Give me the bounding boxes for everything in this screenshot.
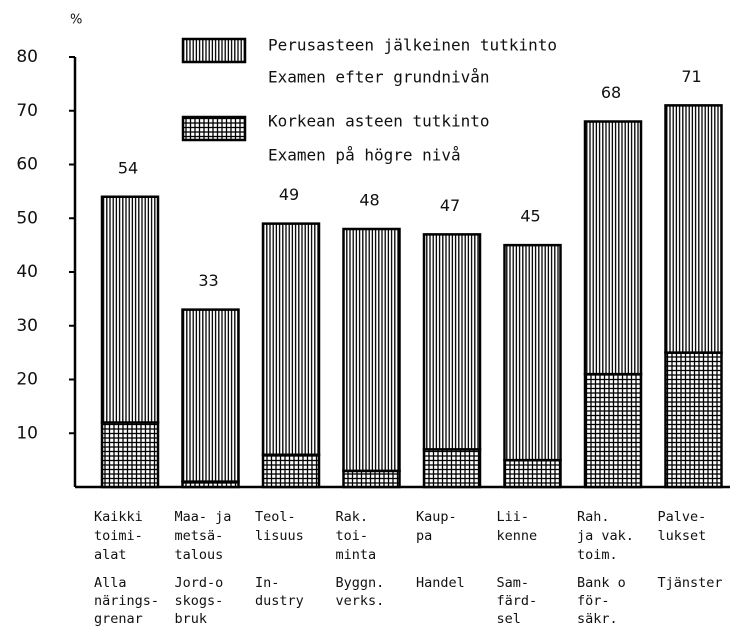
legend-swatch [181,37,247,64]
total-label: 48 [359,191,379,210]
x-tick-label: Maa- ja [175,509,232,525]
legend-label-sv: Examen på högre nivå [268,146,461,165]
x-tick-label: Kaup- [416,509,457,525]
total-label: 47 [440,196,460,215]
y-tick-label: 20 [16,370,38,390]
bar-segment [422,448,482,489]
y-tick-label: 70 [16,101,38,121]
bar-segment [261,222,321,456]
x-tick-label: Rak. [336,509,369,525]
bar-segment [583,372,643,489]
x-tick-label: talous [175,547,224,563]
x-tick-label-sv: Byggn. [336,575,385,591]
y-tick-label: 60 [16,155,38,175]
bar-segment [342,469,401,489]
bar-segment [181,308,240,483]
bar-segment [342,227,401,473]
x-tick-label-sv: närings- [94,593,159,609]
legend-label: Perusasteen jälkeinen tutkinto [268,36,557,55]
x-tick-label: Lii- [497,509,530,525]
x-tick-label-sv: skogs- [175,593,224,609]
x-tick-label-sv: grenar [94,611,143,627]
bar-segment [664,351,723,489]
x-tick-label: ja vak. [577,528,634,544]
x-tick-label: toim. [577,547,618,563]
x-tick-label-sv: Alla [94,575,127,591]
x-tick-label-sv: bruk [175,611,208,627]
total-label: 33 [198,271,218,290]
x-tick-label-sv: Handel [416,575,465,591]
legend-label-sv: Examen efter grundnivån [268,68,490,87]
y-tick-label: 30 [16,316,38,336]
x-tick-label-sv: verks. [336,593,385,609]
y-tick-label: 50 [16,208,38,228]
x-tick-label: lukset [658,528,707,544]
x-tick-label: Kaikki [94,509,143,525]
legend-swatch [181,115,247,142]
total-label: 71 [681,67,701,86]
bar-segment [503,243,562,462]
x-tick-label: kenne [497,528,538,544]
x-tick-label: toimi- [94,528,143,544]
x-tick-label-sv: säkr. [577,611,618,627]
bar-segment [261,453,321,489]
legend-label: Korkean asteen tutkinto [268,112,490,131]
x-tick-label: alat [94,547,127,563]
bar-segment [583,120,643,376]
x-tick-label: lisuus [255,528,304,544]
x-tick-label: minta [336,547,377,563]
x-tick-label-sv: Jord-o [175,575,224,591]
y-tick-label: 10 [16,423,38,443]
bar-segment [100,195,160,424]
bar-segment [503,458,562,489]
x-tick-label-sv: dustry [255,593,304,609]
x-tick-label-sv: Bank o [577,575,626,591]
x-tick-label-sv: Sam- [497,575,530,591]
y-unit: % [70,13,82,28]
x-tick-label-sv: sel [497,611,521,627]
y-tick-label: 40 [16,262,38,282]
x-tick-label: Teol- [255,509,296,525]
bar-segment [100,421,160,489]
x-tick-label: Palve- [658,509,707,525]
x-tick-label: metsä- [175,528,224,544]
x-tick-label: pa [416,528,432,544]
x-tick-label-sv: färd- [497,593,538,609]
x-tick-label-sv: In- [255,575,279,591]
bar-segment [422,233,482,451]
total-label: 49 [279,185,299,204]
x-tick-label: Rah. [577,509,610,525]
total-label: 45 [520,207,540,226]
total-label: 54 [118,158,138,177]
x-tick-label: toi- [336,528,369,544]
y-tick-label: 80 [16,47,38,67]
bar-segment [664,104,723,354]
total-label: 68 [601,83,621,102]
x-tick-label-sv: Tjänster [658,575,723,591]
x-tick-label-sv: för- [577,593,610,609]
